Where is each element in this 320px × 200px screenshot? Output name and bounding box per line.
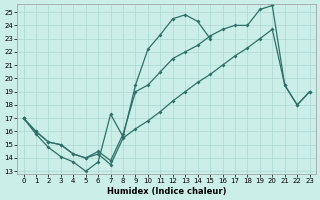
X-axis label: Humidex (Indice chaleur): Humidex (Indice chaleur) [107, 187, 226, 196]
